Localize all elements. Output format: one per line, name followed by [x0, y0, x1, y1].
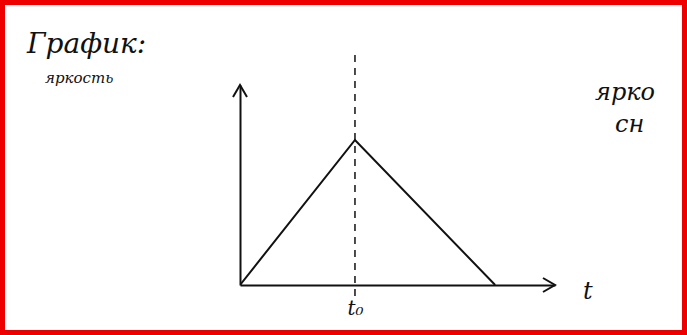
grid-line	[354, 55, 356, 297]
x-arrow	[543, 278, 555, 292]
x-tick-label: t₀	[347, 296, 363, 320]
x-tick: t₀	[347, 285, 363, 320]
y-arrow	[233, 85, 247, 97]
x-axis: t₀	[241, 285, 556, 320]
annotation: ярко	[595, 78, 655, 106]
y-axis	[240, 86, 241, 286]
x-axis-title: t	[583, 277, 593, 305]
grid	[354, 55, 355, 297]
title: График:	[26, 27, 146, 60]
y-axis-line	[240, 86, 242, 286]
frame: График: яркость t₀ t ярко сн	[0, 0, 687, 335]
marks	[240, 140, 495, 285]
line	[240, 140, 495, 285]
chart: График: яркость t₀ t ярко сн	[5, 5, 682, 330]
y-axis-title: яркость	[45, 69, 113, 87]
x-axis-line	[241, 285, 556, 287]
annotations: ярко сн	[595, 78, 655, 138]
annotation: сн	[615, 110, 644, 138]
